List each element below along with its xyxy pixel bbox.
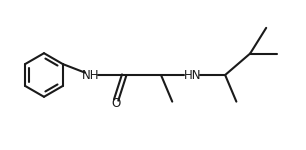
Text: HN: HN xyxy=(184,69,201,81)
Text: O: O xyxy=(111,97,121,110)
Text: NH: NH xyxy=(82,69,100,81)
